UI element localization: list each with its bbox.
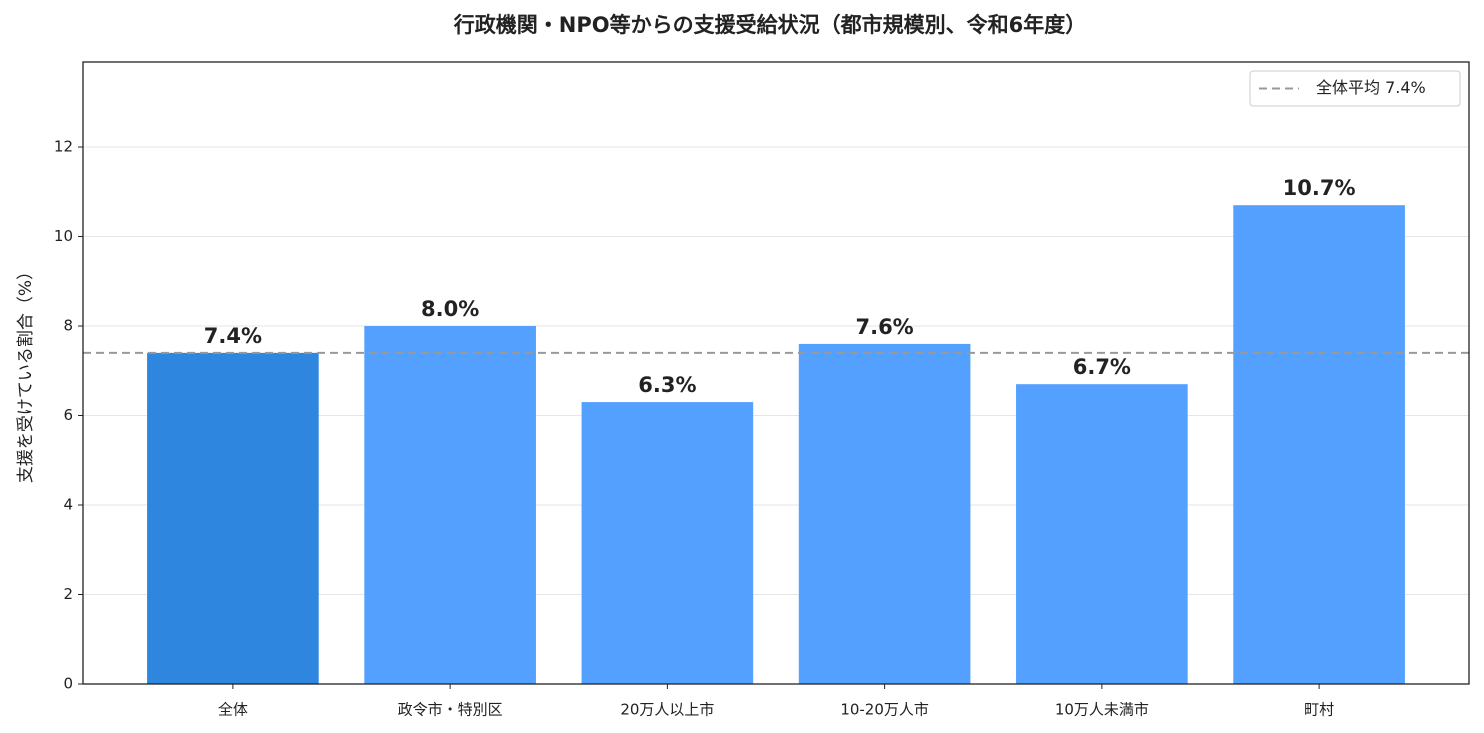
value-label: 6.7% <box>1073 355 1131 379</box>
value-label: 7.6% <box>855 315 913 339</box>
y-tick-label: 4 <box>63 496 73 514</box>
legend-box <box>1249 70 1461 107</box>
value-label: 7.4% <box>204 324 262 348</box>
bar <box>364 326 536 684</box>
chart-title: 行政機関・NPO等からの支援受給状況（都市規模別、令和6年度） <box>453 13 1086 37</box>
y-tick-label: 10 <box>54 227 73 245</box>
x-tick-label: 10万人未満市 <box>1055 701 1149 719</box>
y-tick-label: 8 <box>63 317 73 335</box>
bar <box>798 343 971 684</box>
x-tick-label: 20万人以上市 <box>620 701 714 719</box>
legend-label: 全体平均 7.4% <box>1316 78 1426 97</box>
x-tick-label: 政令市・特別区 <box>398 701 503 719</box>
y-axis-label: 支援を受けている割合（%） <box>16 263 36 483</box>
bar <box>581 402 754 684</box>
y-tick-label: 2 <box>63 585 73 603</box>
value-label: 6.3% <box>638 373 696 397</box>
plot-frame <box>82 61 1470 685</box>
x-tick-label: 町村 <box>1304 701 1334 719</box>
value-label: 8.0% <box>421 297 479 321</box>
y-tick-label: 12 <box>54 138 73 156</box>
value-label: 10.7% <box>1283 176 1356 200</box>
bar <box>1016 384 1188 684</box>
x-tick-label: 10-20万人市 <box>840 701 929 719</box>
bar <box>1233 205 1405 684</box>
y-tick-label: 6 <box>63 406 73 424</box>
x-tick-label: 全体 <box>218 701 248 719</box>
bar <box>147 352 319 684</box>
y-tick-label: 0 <box>63 675 73 693</box>
